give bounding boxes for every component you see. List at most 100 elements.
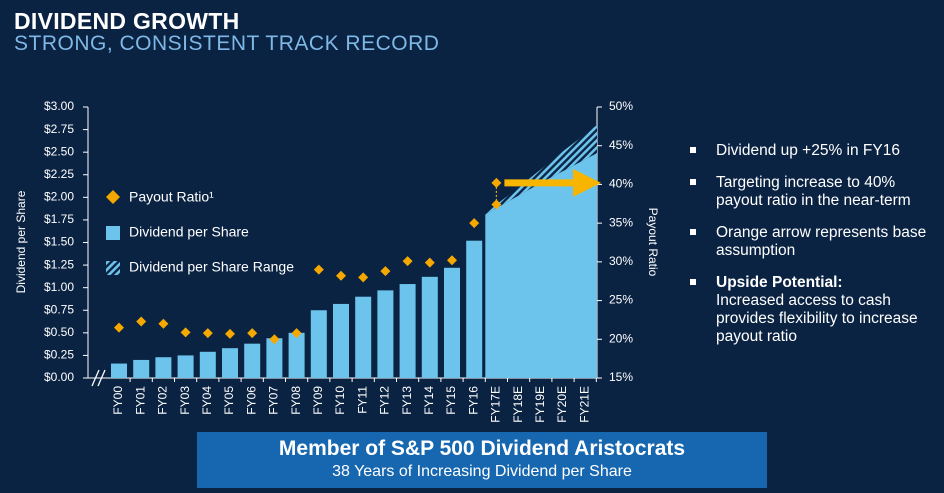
x-tick-label: FY10: [333, 386, 347, 415]
banner-title: Member of S&P 500 Dividend Aristocrats: [278, 437, 686, 460]
bar: [421, 276, 438, 378]
bar: [133, 359, 150, 378]
y2-tick-label: 25%: [609, 293, 633, 307]
bullet: Orange arrow represents base assumption: [688, 224, 928, 260]
x-tick-label: FY03: [178, 386, 192, 415]
y-tick-label: $2.50: [44, 144, 74, 158]
y2-tick-label: 45%: [609, 138, 633, 152]
payout-marker: [158, 318, 169, 329]
payout-marker: [336, 270, 346, 281]
y-tick-label: $0.00: [44, 370, 74, 384]
payout-marker: [202, 328, 213, 339]
x-tick-label: FY12: [378, 386, 392, 415]
bullet-text: Dividend up +25% in FY16: [716, 142, 900, 159]
x-tick-label: FY18E: [511, 386, 525, 423]
y-axis-title: Dividend per Share: [14, 190, 28, 293]
legend-swatch: [106, 261, 120, 275]
bullet-list: Dividend up +25% in FY16 Targeting increa…: [688, 142, 928, 360]
banner-subtitle: 38 Years of Increasing Dividend per Shar…: [332, 463, 632, 480]
payout-marker: [358, 272, 369, 283]
bar: [355, 296, 372, 378]
bar: [288, 332, 305, 378]
bar: [111, 363, 127, 378]
dividend-range-area: [485, 124, 597, 215]
y2-tick-label: 40%: [609, 177, 633, 191]
subtitle: STRONG, CONSISTENT TRACK RECORD: [14, 32, 440, 55]
axis-break: [91, 369, 106, 387]
bullet-text: Orange arrow represents base assumption: [716, 224, 927, 259]
x-tick-label: FY15: [444, 386, 458, 415]
payout-marker: [291, 328, 302, 339]
bar: [399, 284, 416, 378]
x-tick-label: FY05: [222, 386, 236, 415]
payout-marker: [114, 322, 124, 333]
bar: [155, 357, 172, 378]
x-tick-label: FY01: [133, 386, 147, 415]
x-tick-label: FY00: [111, 386, 125, 415]
y-tick-label: $1.25: [44, 257, 74, 271]
x-tick-label: FY02: [156, 386, 170, 415]
payout-marker: [447, 255, 457, 266]
payout-marker: [247, 328, 258, 339]
payout-marker: [402, 256, 413, 267]
bar: [177, 355, 194, 378]
bullet-heading: Upside Potential:: [716, 274, 843, 291]
bar: [310, 310, 327, 378]
y-tick-label: $0.50: [44, 325, 74, 339]
payout-marker: [136, 316, 147, 327]
y2-tick-label: 50%: [609, 99, 633, 113]
y-tick-label: $2.00: [44, 190, 74, 204]
legend-label: Payout Ratio¹: [129, 189, 214, 205]
x-tick-label: FY13: [400, 386, 414, 415]
legend-swatch: [106, 190, 120, 204]
bullet: Targeting increase to 40% payout ratio i…: [688, 174, 928, 210]
y2-axis-title: Payout Ratio: [646, 208, 660, 277]
y-tick-label: $1.75: [44, 212, 74, 226]
payout-marker: [180, 327, 191, 338]
x-tick-label: FY16: [466, 386, 480, 415]
x-tick-label: FY21E: [577, 386, 591, 423]
y-tick-label: $2.25: [44, 167, 74, 181]
legend-label: Dividend per Share: [129, 224, 249, 240]
bar: [466, 240, 483, 378]
x-tick-label: FY11: [355, 386, 369, 414]
bullet: Dividend up +25% in FY16: [688, 142, 928, 160]
payout-marker: [380, 266, 391, 277]
bar: [244, 343, 261, 378]
bullet-text: Targeting increase to 40% payout ratio i…: [716, 174, 911, 209]
title: DIVIDEND GROWTH: [14, 8, 240, 34]
x-tick-label: FY08: [289, 386, 303, 415]
x-tick-label: FY07: [267, 386, 281, 415]
bar: [222, 348, 238, 378]
y-tick-label: $1.50: [44, 235, 74, 249]
banner: Member of S&P 500 Dividend Aristocrats 3…: [197, 432, 767, 488]
bar: [444, 267, 460, 378]
payout-marker: [313, 264, 324, 275]
y-tick-label: $2.75: [44, 122, 74, 136]
y2-tick-label: 30%: [609, 254, 633, 268]
bullet-text: Increased access to cash provides flexib…: [716, 292, 918, 345]
y-tick-label: $0.75: [44, 302, 74, 316]
bar: [266, 338, 283, 378]
y-tick-label: $3.00: [44, 99, 74, 113]
bullet: Upside Potential: Increased access to cas…: [688, 274, 928, 346]
y2-tick-label: 35%: [609, 215, 633, 229]
y2-tick-label: 15%: [609, 370, 633, 384]
y-tick-label: $1.00: [44, 280, 74, 294]
legend-label: Dividend per Share Range: [129, 259, 294, 275]
bar: [333, 303, 349, 378]
dividend-projected-area: [485, 153, 597, 378]
payout-marker: [225, 328, 235, 339]
x-tick-label: FY04: [200, 386, 214, 415]
x-tick-label: FY09: [311, 386, 325, 415]
x-tick-label: FY19E: [533, 386, 547, 423]
x-tick-label: FY06: [244, 386, 258, 415]
x-tick-label: FY20E: [555, 386, 569, 423]
payout-marker: [269, 334, 280, 345]
bar: [199, 351, 216, 378]
y2-tick-label: 20%: [609, 331, 633, 345]
x-tick-label: FY17E: [489, 386, 503, 423]
x-tick-label: FY14: [422, 386, 436, 415]
bar: [377, 290, 394, 378]
